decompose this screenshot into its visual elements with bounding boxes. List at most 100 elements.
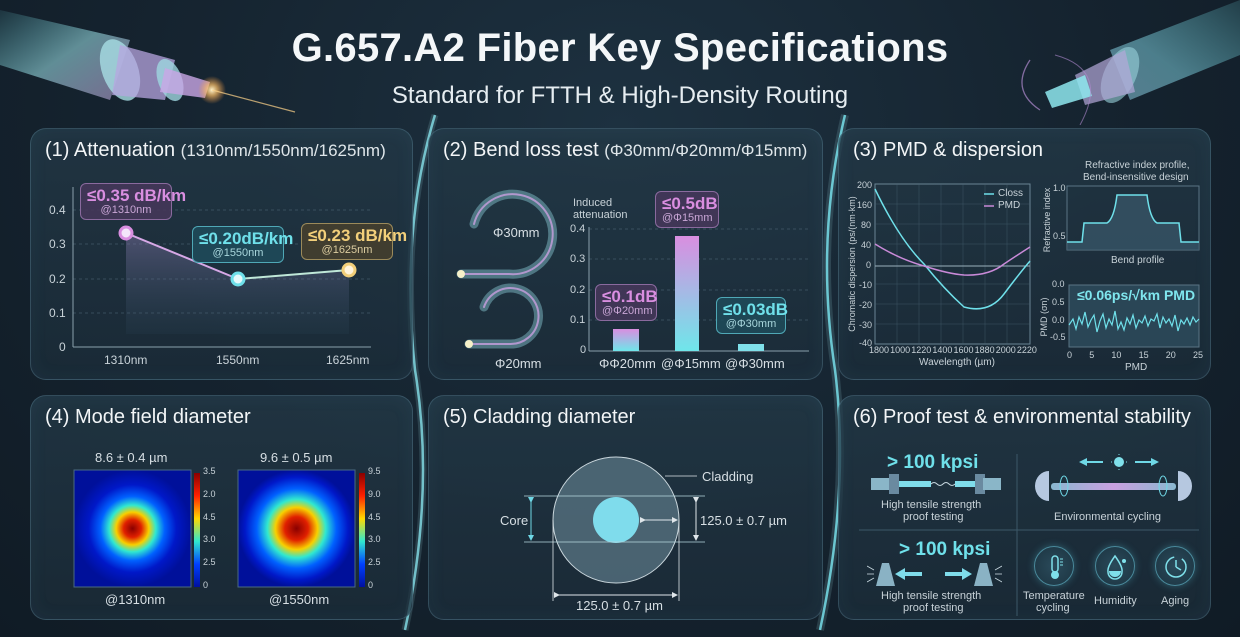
callout-phi30: ≤0.03dB @Φ30mm	[716, 297, 788, 335]
y-tick: 200	[857, 180, 873, 190]
page-title: G.657.A2 Fiber Key Specifications	[291, 26, 949, 70]
pmd-x-label: PMD	[1125, 362, 1148, 373]
y-tick: 0.2	[49, 272, 66, 286]
y-tick: -20	[859, 300, 873, 310]
cladding-cross-section	[524, 456, 705, 601]
colorbar-ticks-1550: 9.5 9.0 4.5 3.0 2.5 0	[368, 466, 381, 590]
pmd-y-label: PMD (σn)	[1039, 297, 1049, 337]
humidity-label: Humidity	[1094, 595, 1137, 607]
page-subtitle: Standard for FTTH & High-Density Routing	[391, 82, 849, 109]
tensile-clamp-icon	[871, 474, 1001, 494]
mfd-value-1310: 8.6 ± 0.4 µm	[95, 450, 168, 465]
attenuation-chart	[72, 187, 371, 348]
x-tick: 1625nm	[326, 353, 370, 367]
y-tick: -40	[859, 338, 873, 348]
fiber-illustration-right	[1021, 0, 1240, 125]
legend-closs: Closs	[998, 188, 1024, 199]
y-axis-label: Induced	[573, 197, 613, 209]
panel-title: (5) Cladding diameter	[443, 406, 636, 428]
y-tick: 0.2	[570, 284, 586, 296]
x-ticks: 1800 1000 1220 1400 1600 1880 2000 2220	[869, 345, 1037, 355]
loop-label-20: Φ20mm	[495, 356, 542, 371]
y-tick: 80	[861, 220, 872, 230]
bend-loop-illustration	[456, 189, 558, 349]
callout-1625: ≤0.23 dB/km @1625nm	[301, 223, 407, 261]
tensile-caption: proof testing	[903, 602, 964, 614]
kpsi-value-top: > 100 kpsi	[887, 452, 979, 473]
dispersion-chart	[874, 183, 1031, 345]
mode-field-heatmaps	[73, 469, 365, 588]
y-tick: 0.3	[570, 253, 586, 265]
index-y-tick: 1.0	[1053, 183, 1066, 193]
core-label: Core	[500, 513, 529, 528]
x-tick: 1310nm	[104, 353, 148, 367]
y-tick: 40	[861, 240, 872, 250]
mfd-value-1550: 9.6 ± 0.5 µm	[260, 450, 333, 465]
mfd-label-1550: @1550nm	[269, 592, 330, 607]
bottom-dimension: 125.0 ± 0.7 µm	[576, 598, 663, 613]
y-tick: 160	[857, 200, 873, 210]
panel-title: (2) Bend loss test (Φ30mm/Φ20mm/Φ15mm)	[443, 139, 808, 161]
index-profile-chart	[1066, 185, 1200, 251]
tension-arrows-icon	[867, 563, 1002, 586]
grid-dividers	[859, 454, 1199, 616]
panel-pmd-dispersion: (3) PMD & dispersion Closs PMD 200 160 8…	[838, 128, 1211, 380]
fiber-illustration-left	[0, 10, 296, 113]
y-tick: 0.4	[49, 203, 66, 217]
pmd-x-ticks: 0 5 10 15 20 25	[1067, 350, 1203, 360]
y-tick: 0.4	[570, 223, 586, 235]
pmd-noise-chart	[1068, 284, 1200, 348]
y-axis-label: attenuation	[573, 209, 628, 221]
pmd-y-tick: 0.5	[1052, 297, 1065, 307]
x-tick: @Φ15mm	[661, 356, 721, 371]
pmd-y-tick: -0.5	[1050, 332, 1066, 342]
colorbar-ticks-1310: 3.5 2.0 4.5 3.0 2.5 0	[203, 466, 216, 590]
x-tick: ΦΦ20mm	[599, 356, 656, 371]
index-profile-title: Bend-insensitive design	[1083, 172, 1189, 183]
kpsi-value-bottom: > 100 kpsi	[899, 539, 991, 560]
bend-loss-chart	[588, 227, 809, 352]
panel-title: (6) Proof test & environmental stability	[853, 406, 1191, 428]
loop-label-30: Φ30mm	[493, 225, 540, 240]
y-tick: 0	[866, 260, 872, 270]
env-cycling-label: Environmental cycling	[1054, 511, 1161, 523]
index-profile-title: Refractive index profile,	[1085, 160, 1190, 171]
callout-1310: ≤0.35 dB/km @1310nm	[80, 183, 186, 221]
x-tick: @Φ30mm	[725, 356, 785, 371]
panel-proof-test: (6) Proof test & environmental stability…	[838, 395, 1211, 620]
y-tick: 0.1	[570, 314, 586, 326]
callout-phi20: ≤0.1dB @Φ20mm	[595, 284, 658, 322]
glow-divider-right	[816, 114, 849, 631]
clock-icon	[1155, 546, 1195, 586]
callout-1550: ≤0.20dB/km @1550nm	[192, 226, 293, 264]
temp-label: cycling	[1036, 602, 1070, 614]
mfd-label-1310: @1310nm	[105, 592, 166, 607]
panel-title: (1) Attenuation (1310nm/1550nm/1625nm)	[45, 139, 386, 161]
tensile-caption: proof testing	[903, 511, 964, 523]
tensile-caption: High tensile strength	[881, 590, 982, 602]
temp-label: Temperature	[1023, 590, 1085, 602]
y-tick: -10	[859, 280, 873, 290]
pmd-y-tick: 0.0	[1052, 315, 1065, 325]
panel-attenuation: (1) Attenuation (1310nm/1550nm/1625nm) 0…	[30, 128, 413, 380]
panel-cladding: (5) Cladding diameter Cladding Core 125.…	[428, 395, 823, 620]
environmental-cycling-icon	[1035, 454, 1192, 501]
thermometer-icon	[1034, 546, 1074, 586]
glow-divider-left	[401, 113, 439, 631]
panel-bend-loss: (2) Bend loss test (Φ30mm/Φ20mm/Φ15mm) Φ…	[428, 128, 823, 380]
y-tick: 0	[580, 344, 587, 356]
x-tick: 1550nm	[216, 353, 260, 367]
y-tick: 0.3	[49, 237, 66, 251]
y-tick: 0	[59, 340, 66, 354]
side-dimension: 125.0 ± 0.7 µm	[700, 513, 787, 528]
y-tick: -30	[859, 320, 873, 330]
legend-pmd: PMD	[998, 200, 1021, 211]
pmd-y-tick: 0.0	[1052, 279, 1065, 289]
callout-phi15: ≤0.5dB @Φ15mm	[655, 191, 719, 229]
aging-label: Aging	[1161, 595, 1190, 607]
index-y-tick: 0.5	[1053, 231, 1066, 241]
droplet-icon	[1095, 546, 1135, 586]
y-tick: 0.1	[49, 306, 66, 320]
cladding-label: Cladding	[702, 469, 754, 484]
x-axis-label: Wavelength (µm)	[919, 357, 995, 368]
